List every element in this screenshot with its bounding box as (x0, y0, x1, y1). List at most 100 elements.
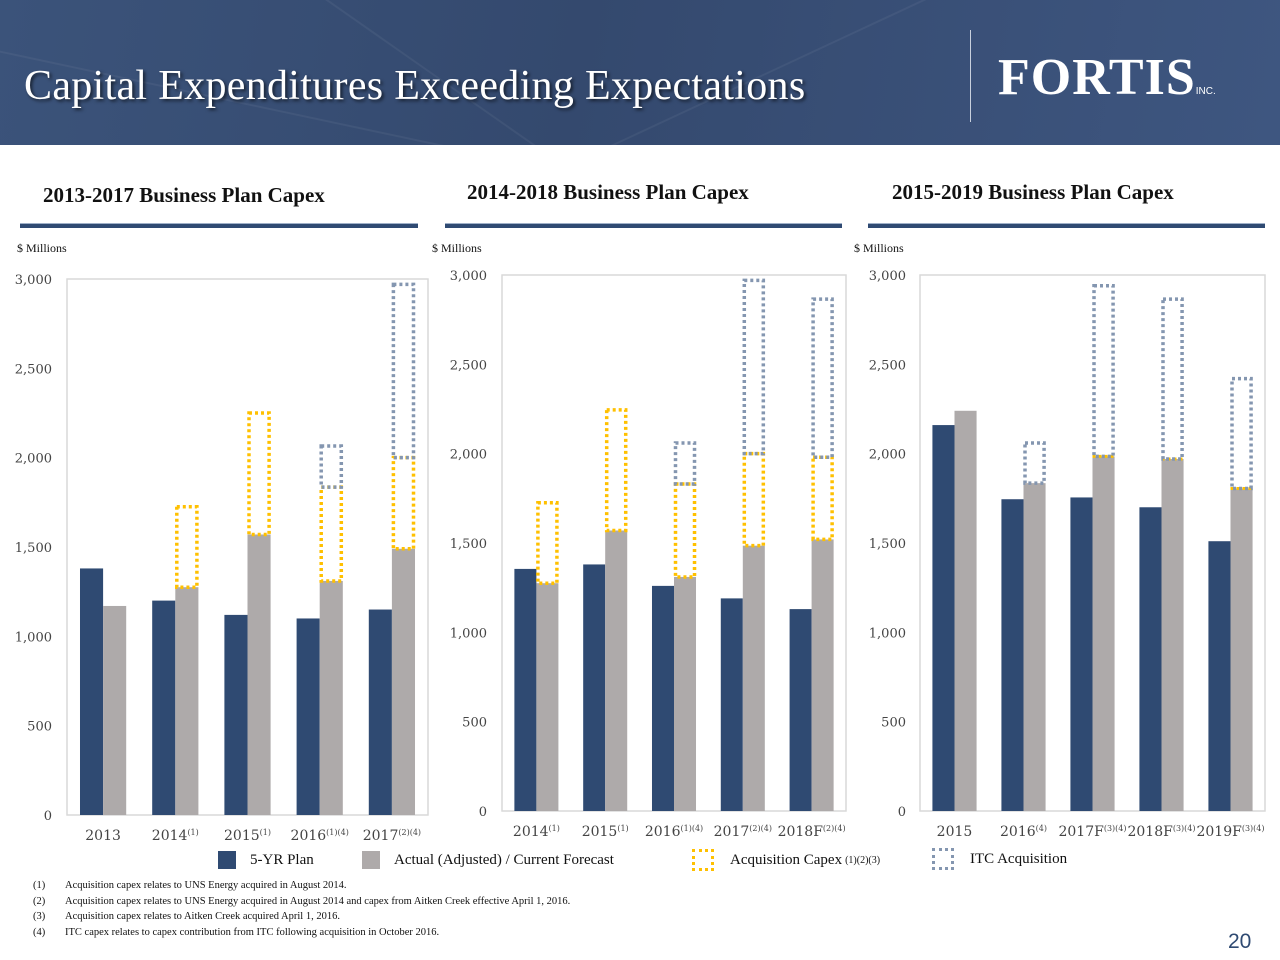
bar-acquisition-capex (536, 501, 559, 585)
y-tick-label: 0 (898, 805, 906, 820)
footnote: (2) Acquisition capex relates to UNS Ener… (33, 894, 570, 910)
bar-acquisition-capex (811, 455, 834, 542)
bar-itc-acquisition (319, 444, 344, 489)
y-tick-label: 3,000 (15, 273, 52, 288)
chart-2-title: 2014-2018 Business Plan Capex (467, 180, 749, 204)
y-tick-label: 2,500 (450, 358, 487, 373)
y-tick-label: 500 (462, 716, 487, 731)
bar-plan (79, 568, 104, 815)
bar-itc-acquisition (1023, 441, 1046, 485)
bar-actual (1023, 483, 1046, 811)
chart-1-unit-label: $ Millions (17, 241, 67, 255)
y-tick-label: 2,500 (869, 358, 906, 373)
chart-2: 0 500 1,000 1,500 2,000 2,500 3,000 2014(1) 2015… (450, 269, 847, 840)
chart-1: 0 500 1,000 1,500 2,000 2,500 3,000 2013 2014(1)… (15, 273, 429, 844)
y-tick-label: 2,000 (869, 448, 906, 463)
footnote-text: Acquisition capex relates to UNS Energy … (65, 895, 571, 907)
bar-actual (1230, 488, 1253, 811)
slide-title: Capital Expenditures Exceeding Expectati… (24, 63, 806, 109)
legend-swatch-plan (218, 851, 236, 869)
legend-label-actual: Actual (Adjusted) / Current Forecast (394, 851, 614, 868)
bar-plan (152, 600, 176, 815)
bar-itc-acquisition (673, 441, 697, 486)
logo-suffix: INC. (1195, 86, 1216, 97)
logo-text: FORTIS (998, 49, 1196, 106)
y-tick-label: 1,000 (869, 626, 906, 641)
header-divider (970, 30, 971, 122)
y-tick-label: 1,500 (15, 541, 52, 556)
footnotes: (1) Acquisition capex relates to UNS Ener… (33, 878, 570, 940)
bar-itc-acquisition (811, 297, 834, 459)
bar-actual (103, 605, 127, 815)
x-tick-label: 2018F(3)(4) (1127, 824, 1195, 840)
bar-plan (720, 598, 743, 811)
bar-acquisition-capex (673, 482, 697, 579)
bar-acquisition-capex (247, 411, 271, 537)
x-tick-label: 2014(1) (513, 824, 560, 840)
bar-acquisition-capex (742, 451, 766, 548)
bar-actual (605, 530, 628, 811)
y-tick-label: 2,500 (15, 362, 52, 377)
bar-plan (1001, 499, 1024, 811)
x-tick-label: 2013 (85, 828, 121, 844)
bar-actual (247, 534, 271, 815)
x-tick-label: 2017(2)(4) (714, 824, 772, 840)
legend-swatch-actual (362, 851, 380, 869)
bar-itc-acquisition (1230, 376, 1253, 491)
bar-plan (651, 585, 674, 811)
chart-3-title-rule (868, 223, 1265, 228)
bar-plan (1208, 541, 1231, 811)
bar-acquisition-capex (175, 505, 199, 589)
x-tick-label: 2017(2)(4) (363, 828, 421, 844)
bar-actual (954, 410, 977, 811)
page-number: 20 (1228, 930, 1252, 953)
x-tick-label: 2016(1)(4) (291, 828, 349, 844)
bar-actual (1092, 456, 1115, 811)
footnote-number: (3) (33, 911, 46, 922)
x-tick-label: 2015(1) (582, 824, 629, 840)
legend-acquisition-footnote-ref: (1)(2)(3) (845, 854, 881, 866)
footnote: (3) Acquisition capex relates to Aitken C… (33, 909, 570, 925)
y-tick-label: 2,000 (15, 452, 52, 467)
slide-header: Capital Expenditures Exceeding Expectati… (0, 0, 1280, 145)
bar-acquisition-capex (604, 408, 628, 533)
fortis-logo: FORTISINC. (998, 48, 1216, 107)
bar-plan (514, 568, 537, 811)
y-tick-label: 3,000 (869, 269, 906, 284)
bar-plan (789, 609, 812, 811)
y-tick-label: 1,000 (450, 626, 487, 641)
chart-3-unit-label: $ Millions (854, 241, 904, 255)
footnote-number: (1) (33, 880, 46, 891)
chart-3: 0 500 1,000 1,500 2,000 2,500 3,000 2015 2016(4)… (869, 269, 1266, 840)
bar-plan (224, 614, 248, 815)
x-tick-label: 2019F(3)(4) (1196, 824, 1264, 840)
bar-plan (932, 425, 955, 811)
chart-2-title-rule (445, 223, 842, 228)
y-tick-label: 1,500 (869, 537, 906, 552)
bar-actual (1161, 459, 1184, 811)
bar-actual (811, 539, 834, 811)
footnote: (1) Acquisition capex relates to UNS Ener… (33, 878, 570, 894)
bar-plan (296, 618, 320, 815)
bar-actual (319, 580, 343, 815)
footnote: (4) ITC capex relates to capex contributi… (33, 925, 570, 941)
y-tick-label: 500 (27, 720, 52, 735)
bar-actual (175, 587, 199, 815)
footnote-text: Acquisition capex relates to Aitken Cree… (65, 911, 340, 922)
x-tick-label: 2016(1)(4) (645, 824, 703, 840)
legend-label-itc: ITC Acquisition (970, 850, 1068, 867)
footnote-text: ITC capex relates to capex contribution … (65, 926, 440, 938)
y-tick-label: 2,000 (450, 448, 487, 463)
footnote-number: (2) (33, 895, 46, 907)
chart-1-title-rule (20, 223, 418, 228)
bar-actual (742, 545, 765, 811)
y-tick-label: 3,000 (450, 269, 487, 284)
chart-2-unit-label: $ Millions (432, 241, 482, 255)
x-tick-label: 2015(1) (224, 828, 271, 844)
bar-plan (368, 609, 392, 815)
legend-plan: 5-YR Plan (218, 851, 314, 869)
legend-label-plan: 5-YR Plan (250, 851, 314, 868)
footnote-number: (4) (33, 926, 46, 938)
bar-actual (391, 548, 416, 815)
chart-3-title: 2015-2019 Business Plan Capex (892, 180, 1174, 204)
